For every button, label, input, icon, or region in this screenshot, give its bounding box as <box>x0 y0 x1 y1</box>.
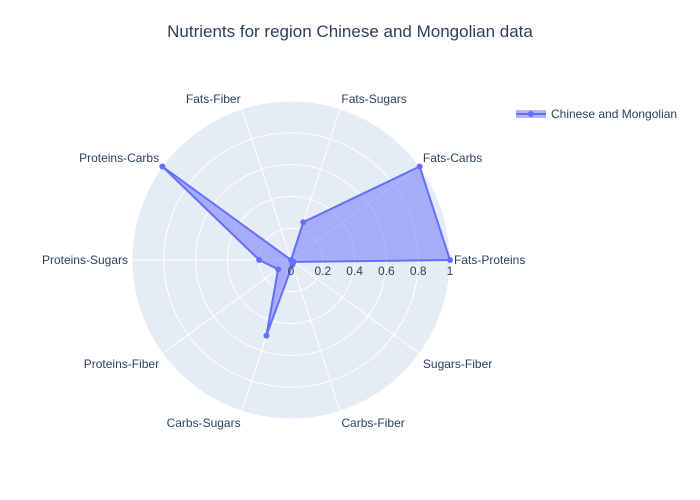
angular-axis-labels: Fats-Proteins Fats-Carbs Fats-Sugars Fats-F… <box>42 92 525 430</box>
angular-axis-label: Carbs-Fiber <box>341 416 404 430</box>
radial-tick-label: 0.4 <box>346 264 363 278</box>
data-point[interactable] <box>290 258 297 265</box>
data-point[interactable] <box>416 163 423 170</box>
radial-tick-label: 1 <box>447 264 454 278</box>
data-point[interactable] <box>256 257 263 263</box>
series-layer <box>159 163 453 339</box>
legend[interactable]: Chinese and Mongolian <box>516 107 677 121</box>
angular-axis-label: Fats-Proteins <box>454 253 525 267</box>
chart-title: Nutrients for region Chinese and Mongoli… <box>167 22 533 41</box>
legend-marker <box>528 111 534 117</box>
radial-tick-labels: 0 0.2 0.4 0.6 0.8 1 <box>288 264 454 278</box>
data-point[interactable] <box>159 163 166 170</box>
radial-tick-label: 0 <box>288 264 295 278</box>
data-point[interactable] <box>300 219 307 226</box>
data-point[interactable] <box>263 332 270 339</box>
radial-tick-label: 0.2 <box>314 264 331 278</box>
spoke-line <box>290 259 420 354</box>
angular-axis-label: Carbs-Sugars <box>167 416 241 430</box>
radial-tick-label: 0.6 <box>378 264 395 278</box>
angular-axis-label: Proteins-Sugars <box>42 253 128 267</box>
legend-label[interactable]: Chinese and Mongolian <box>551 107 677 121</box>
angular-axis-label: Fats-Sugars <box>341 92 406 106</box>
radial-tick-label: 0.8 <box>410 264 427 278</box>
angular-axis-label: Proteins-Carbs <box>79 151 159 165</box>
data-point[interactable] <box>275 266 282 273</box>
spoke-line <box>241 108 292 261</box>
angular-axis-label: Proteins-Fiber <box>84 357 159 371</box>
spoke-line <box>290 259 341 412</box>
spoke-line <box>162 259 292 354</box>
angular-axis-label: Fats-Fiber <box>186 92 241 106</box>
angular-axis-label: Fats-Carbs <box>423 151 482 165</box>
data-point[interactable] <box>447 257 453 263</box>
angular-axis-label: Sugars-Fiber <box>423 357 492 371</box>
